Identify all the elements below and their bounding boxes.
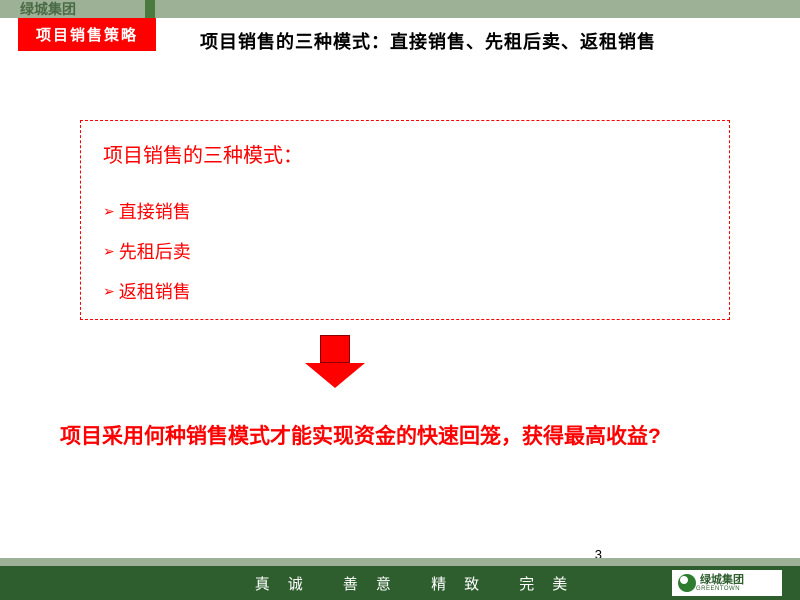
bullet-icon: ➢ xyxy=(103,243,115,260)
bullet-text: 先租后卖 xyxy=(119,238,191,264)
bullet-item-0: ➢ 直接销售 xyxy=(103,198,707,224)
logo-icon xyxy=(678,574,696,592)
logo-text: 绿城集团 xyxy=(700,575,744,586)
section-tag: 项目销售策略 xyxy=(18,18,156,51)
bottom-accent xyxy=(0,558,800,566)
top-bar: 绿城集团 xyxy=(0,0,800,18)
bullet-text: 直接销售 xyxy=(119,198,191,224)
footer-logo: 绿城集团 GREENTOWN xyxy=(672,570,782,596)
logo-subtext: GREENTOWN xyxy=(696,586,744,592)
brand-text: 绿城集团 xyxy=(20,0,76,19)
slide-heading: 项目销售的三种模式：直接销售、先租后卖、返租销售 xyxy=(200,28,656,54)
bullet-icon: ➢ xyxy=(103,283,115,300)
bullet-item-1: ➢ 先租后卖 xyxy=(103,238,707,264)
conclusion-text: 项目采用何种销售模式才能实现资金的快速回笼，获得最高收益? xyxy=(60,420,740,454)
down-arrow-icon xyxy=(305,335,365,395)
content-box: 项目销售的三种模式： ➢ 直接销售 ➢ 先租后卖 ➢ 返租销售 xyxy=(80,120,730,320)
footer-bar: 真诚 善意 精致 完美 绿城集团 GREENTOWN xyxy=(0,566,800,600)
bullet-icon: ➢ xyxy=(103,203,115,220)
footer-words: 真诚 善意 精致 完美 xyxy=(255,573,586,594)
bullet-text: 返租销售 xyxy=(119,278,191,304)
box-title: 项目销售的三种模式： xyxy=(103,139,707,168)
bullet-item-2: ➢ 返租销售 xyxy=(103,278,707,304)
